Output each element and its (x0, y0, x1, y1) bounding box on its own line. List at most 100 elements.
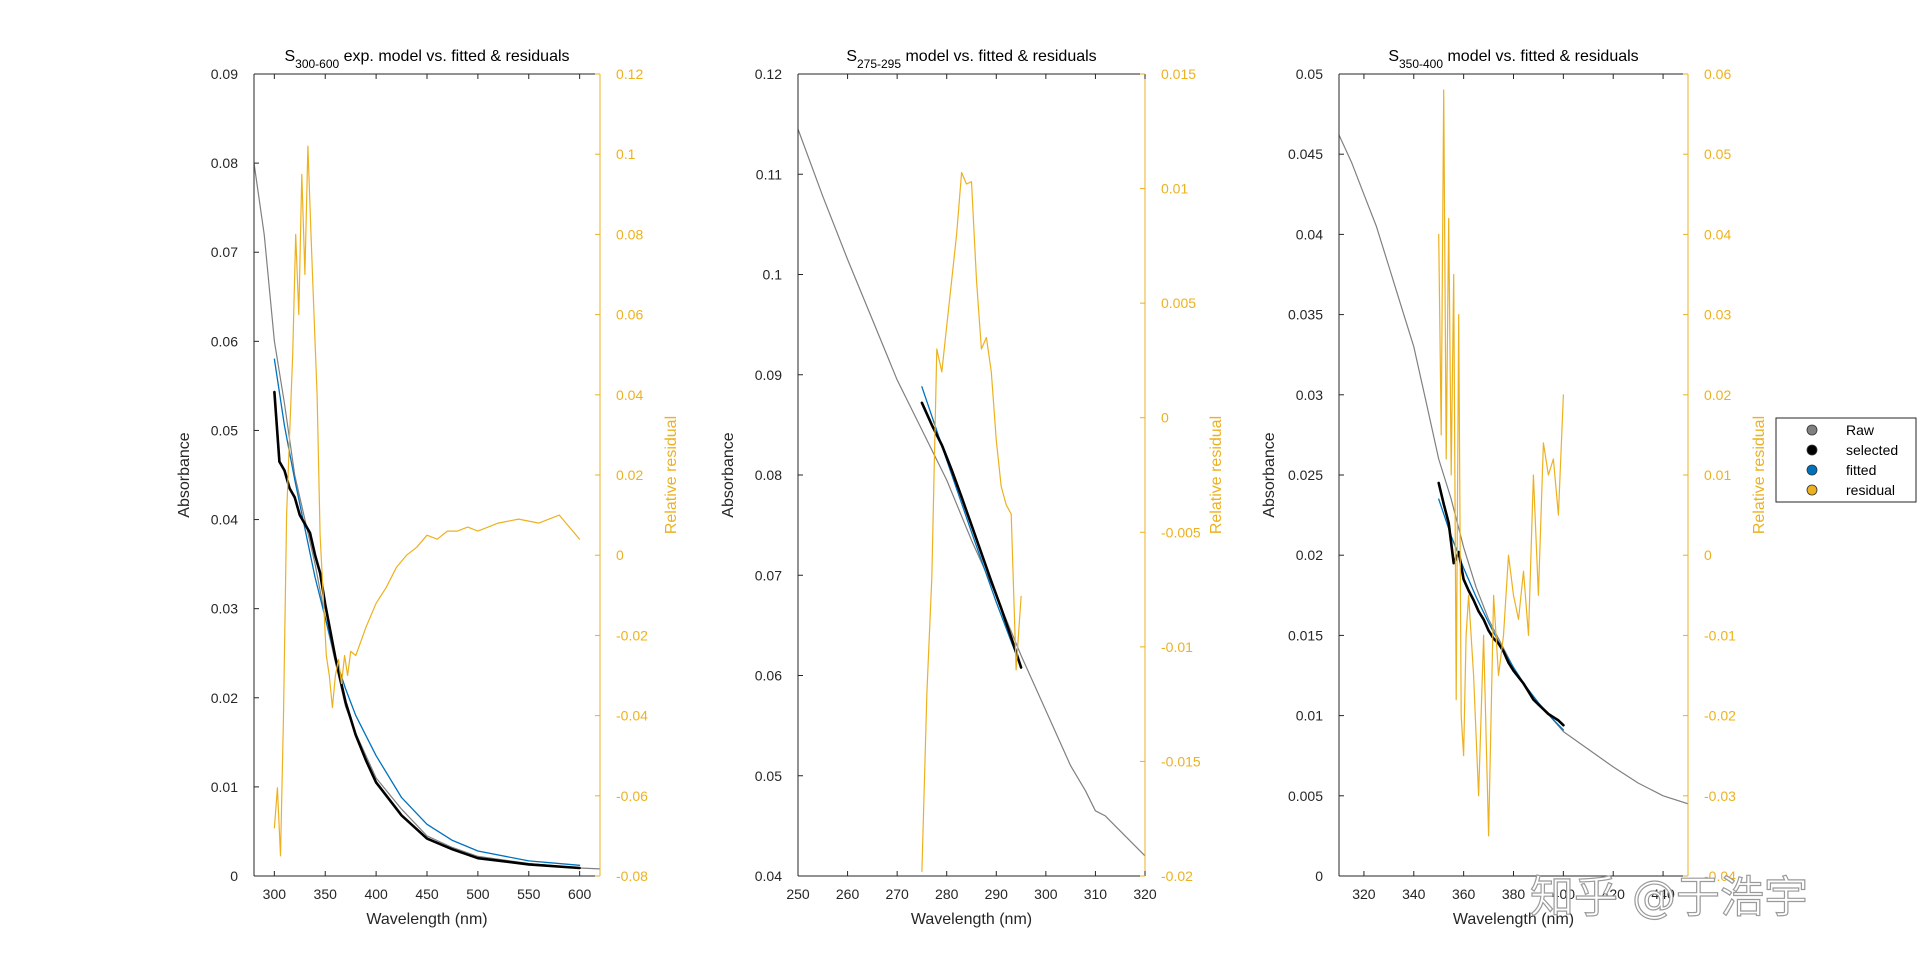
chart-title: S350-400 model vs. fitted & residuals (1388, 48, 1638, 71)
series-fitted-line (273, 358, 581, 866)
series-selected-line (273, 390, 581, 870)
y-right-tick-label: 0.005 (1161, 295, 1196, 311)
y-tick-label: 0.1 (763, 267, 783, 283)
y-tick-label: 0.06 (211, 333, 238, 349)
x-tick-label: 300 (1034, 886, 1058, 902)
x-tick-label: 450 (415, 886, 439, 902)
y-axis-label: Absorbance (1261, 432, 1278, 517)
y-tick-label: 0.11 (756, 166, 782, 182)
y-right-tick-label: -0.04 (616, 708, 648, 724)
y-tick-label: 0.06 (755, 668, 782, 684)
y-right-tick-label: 0.03 (1704, 307, 1731, 323)
y-right-tick-label: 0 (616, 547, 624, 563)
series-raw-line (1339, 134, 1688, 805)
y-right-tick-label: 0 (1161, 410, 1169, 426)
y-axis-label: Absorbance (176, 432, 193, 517)
y-tick-label: 0.045 (1288, 146, 1323, 162)
series-raw-line (798, 128, 1145, 857)
title-subscript: 275-295 (857, 57, 901, 71)
title-rest: exp. model vs. fitted & residuals (339, 48, 569, 65)
title-rest: model vs. fitted & residuals (1443, 48, 1639, 65)
y-tick-label: 0 (230, 868, 238, 884)
series-selected-line (920, 401, 1023, 669)
title-rest: model vs. fitted & residuals (901, 48, 1097, 65)
y-tick-label: 0.02 (211, 690, 238, 706)
x-tick-label: 320 (1133, 886, 1157, 902)
series-residual-line (921, 171, 1022, 873)
legend-marker-2 (1806, 464, 1818, 476)
y-tick-label: 0 (1315, 868, 1323, 884)
y-right-tick-label: 0.05 (1704, 146, 1731, 162)
y-right-tick-label: -0.03 (1704, 788, 1736, 804)
legend-label-0: Raw (1846, 422, 1875, 438)
chart-panel-2: 250 260 270 280 290 300 310 320 0.04 0.05 0.06 0.07… (720, 48, 1225, 928)
legend-marker-0 (1806, 424, 1818, 436)
series-group (254, 145, 600, 870)
y-right-tick-label: 0.12 (616, 66, 643, 82)
chart-title: S300-600 exp. model vs. fitted & residua… (284, 48, 569, 71)
y-right-axis-label: Relative residual (1751, 416, 1768, 534)
y-tick-label: 0.01 (1296, 708, 1323, 724)
y-tick-label: 0.05 (1296, 66, 1323, 82)
title-main: S (284, 48, 295, 65)
y-tick-label: 0.05 (211, 422, 238, 438)
title-main: S (846, 48, 857, 65)
y-right-tick-label: 0.04 (1704, 226, 1731, 242)
x-tick-label: 260 (836, 886, 860, 902)
y-tick-label: 0.01 (211, 779, 238, 795)
y-axis-label: Absorbance (720, 432, 737, 517)
x-tick-label: 310 (1084, 886, 1108, 902)
y-tick-label: 0.08 (211, 155, 238, 171)
y-right-tick-label: 0.06 (1704, 66, 1731, 82)
y-right-tick-label: -0.02 (1704, 708, 1736, 724)
y-right-tick-label: -0.08 (616, 868, 648, 884)
x-tick-label: 340 (1402, 886, 1426, 902)
x-tick-label: 550 (517, 886, 541, 902)
y-tick-label: 0.005 (1288, 788, 1323, 804)
chart-panel-3: 320 340 360 380 400 420 440 0 0.005 0.01 0.015 0.02… (1261, 48, 1768, 928)
x-axis-label: Wavelength (nm) (1453, 911, 1574, 928)
y-tick-label: 0.015 (1288, 627, 1323, 643)
chart-panel-1: 300 350 400 450 500 550 600 0 0.01 0.02 0.03 0.04 0.… (176, 48, 680, 928)
y-right-tick-label: 0.01 (1161, 181, 1188, 197)
y-right-tick-label: -0.04 (1704, 868, 1736, 884)
x-tick-label: 280 (935, 886, 959, 902)
y-tick-label: 0.03 (211, 601, 238, 617)
x-tick-label: 250 (786, 886, 810, 902)
y-right-tick-label: -0.02 (1161, 868, 1193, 884)
y-tick-label: 0.04 (755, 868, 782, 884)
y-right-tick-label: 0.02 (616, 467, 643, 483)
x-tick-label: 380 (1502, 886, 1526, 902)
y-tick-label: 0.08 (755, 467, 782, 483)
series-raw-line (254, 162, 600, 870)
x-axis-label: Wavelength (nm) (911, 911, 1032, 928)
y-tick-label: 0.05 (755, 768, 782, 784)
series-group (798, 128, 1145, 873)
legend-box (1775, 417, 1917, 503)
y-tick-label: 0.07 (211, 244, 238, 260)
title-main: S (1388, 48, 1399, 65)
series-group (1339, 89, 1688, 837)
x-tick-label: 420 (1602, 886, 1626, 902)
x-tick-label: 500 (466, 886, 490, 902)
y-right-tick-label: -0.02 (616, 627, 648, 643)
series-residual-line (1438, 89, 1565, 837)
y-tick-label: 0.09 (755, 367, 782, 383)
y-right-tick-label: -0.005 (1161, 524, 1201, 540)
x-tick-label: 400 (364, 886, 388, 902)
x-tick-label: 400 (1552, 886, 1576, 902)
x-tick-label: 440 (1651, 886, 1675, 902)
panels: 300 350 400 450 500 550 600 0 0.01 0.02 0.03 0.04 0.… (176, 48, 1768, 928)
chart-title: S275-295 model vs. fitted & residuals (846, 48, 1096, 71)
y-right-tick-label: 0.08 (616, 226, 643, 242)
y-tick-label: 0.035 (1288, 307, 1323, 323)
legend-label-3: residual (1846, 482, 1895, 498)
y-right-tick-label: -0.01 (1704, 627, 1736, 643)
y-right-tick-label: 0 (1704, 547, 1712, 563)
y-right-tick-label: 0.01 (1704, 467, 1731, 483)
x-tick-label: 350 (314, 886, 338, 902)
x-tick-label: 600 (568, 886, 592, 902)
legend: Raw selected fitted residual (1775, 417, 1917, 503)
x-tick-label: 360 (1452, 886, 1476, 902)
